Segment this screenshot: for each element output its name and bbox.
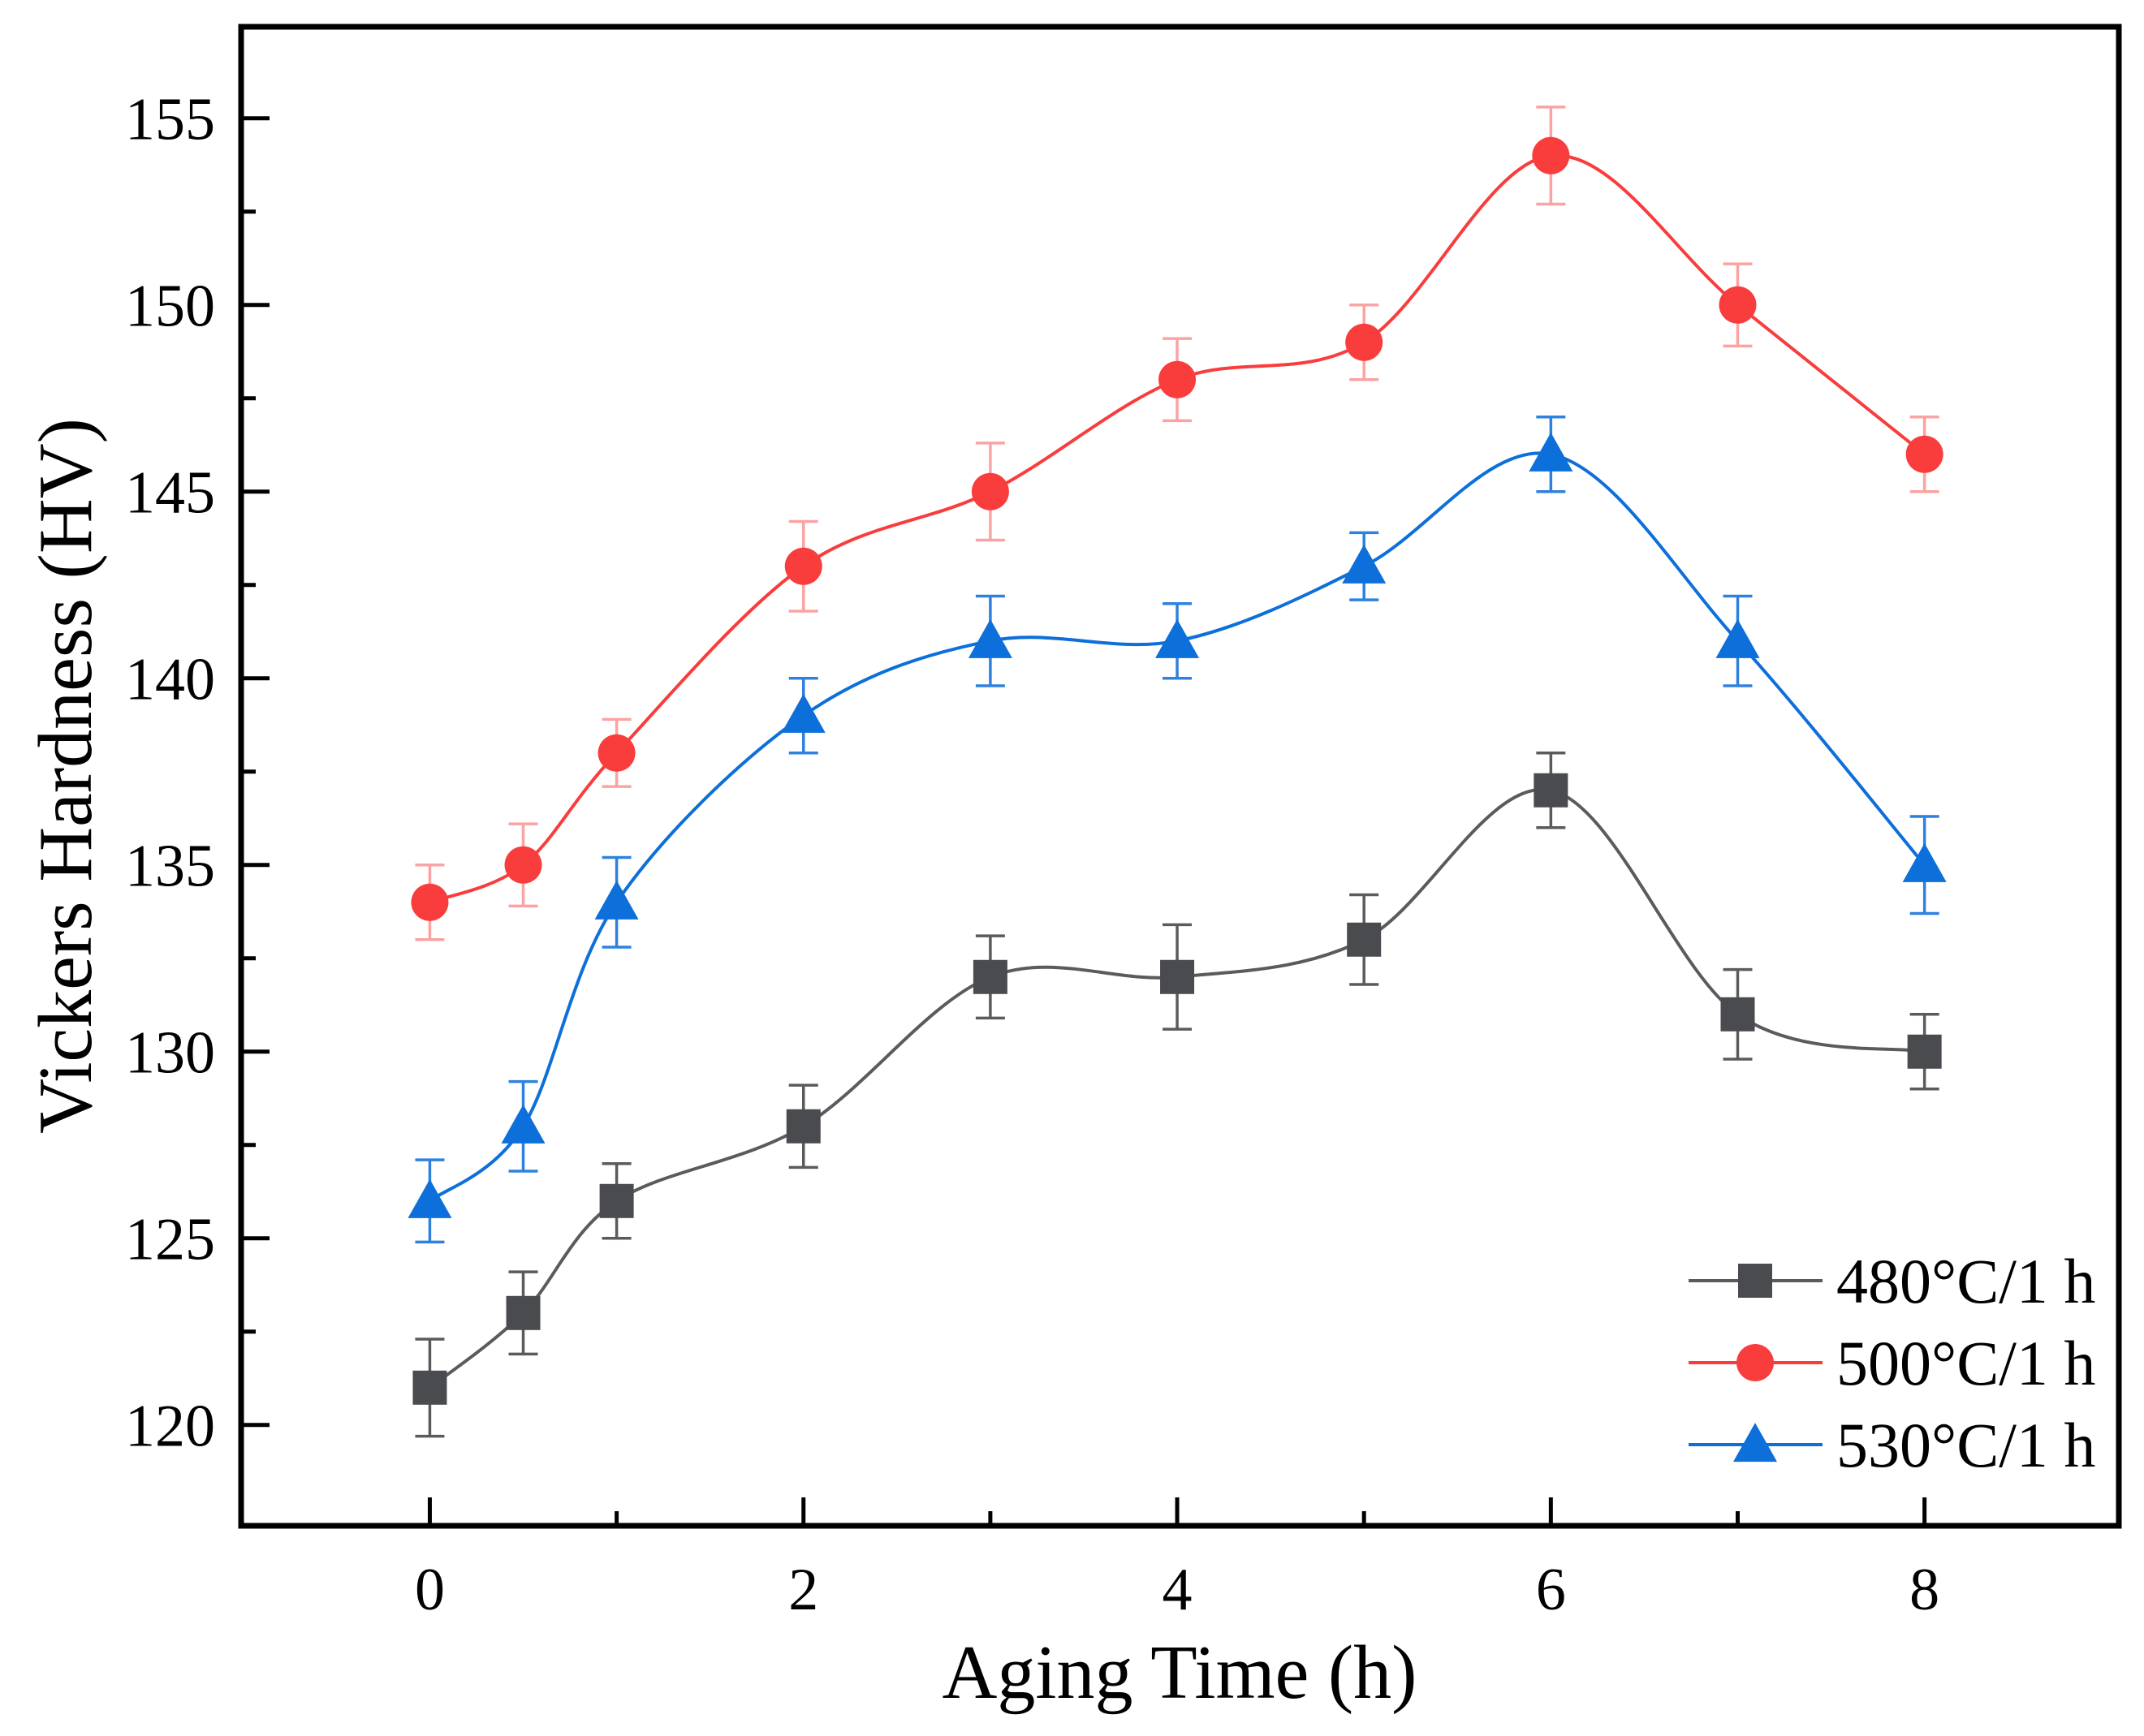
legend-label: 530°C/1 h <box>1836 1410 2095 1480</box>
legend-item: 500°C/1 h <box>1689 1328 2095 1398</box>
square-marker <box>1160 959 1195 994</box>
series-1 <box>412 751 1942 1438</box>
circle-marker <box>504 846 542 884</box>
triangle-marker <box>501 1104 546 1144</box>
square-marker <box>1347 922 1382 957</box>
circle-marker <box>1158 360 1197 398</box>
series-3 <box>408 415 1947 1244</box>
circle-marker <box>1719 286 1757 324</box>
circle-marker <box>597 734 636 772</box>
y-tick-label: 150 <box>125 274 215 340</box>
legend-item: 480°C/1 h <box>1689 1246 2095 1316</box>
plot-area: 120 125 130 135 140 145 150 155 0 2 4 6 8 480°C/1 h 50… <box>125 24 2122 1623</box>
legend-label: 500°C/1 h <box>1836 1328 2095 1398</box>
y-tick-label: 145 <box>125 460 215 527</box>
triangle-marker <box>1529 432 1573 472</box>
triangle-marker <box>1342 544 1387 584</box>
x-tick-label: 0 <box>415 1557 445 1623</box>
x-axis-title: Aging Time (h) <box>943 1630 1417 1715</box>
triangle-marker <box>1715 618 1760 658</box>
y-axis-title: Vickers Hardness (HV) <box>24 418 108 1134</box>
circle-marker <box>1532 136 1570 174</box>
series-markers <box>408 432 1947 1218</box>
legend-label: 480°C/1 h <box>1836 1246 2095 1316</box>
triangle-marker <box>408 1178 452 1218</box>
legend-square-marker <box>1738 1264 1772 1298</box>
series-line <box>429 153 1926 904</box>
series-line <box>429 451 1926 1203</box>
square-marker <box>599 1183 634 1218</box>
triangle-marker <box>1155 618 1200 658</box>
y-tick-label: 125 <box>125 1207 215 1273</box>
x-tick-label: 8 <box>1909 1557 1939 1623</box>
series-markers <box>411 136 1943 921</box>
circle-marker <box>411 883 449 921</box>
square-marker <box>973 959 1007 994</box>
series-line <box>429 787 1925 1389</box>
series-2 <box>411 106 1943 941</box>
square-marker <box>506 1295 541 1330</box>
circle-marker <box>784 547 822 585</box>
square-marker <box>786 1109 821 1144</box>
legend: 480°C/1 h 500°C/1 h 530°C/1 h <box>1689 1246 2095 1480</box>
legend-item: 530°C/1 h <box>1689 1410 2095 1480</box>
circle-marker <box>1905 435 1943 473</box>
square-marker <box>412 1370 447 1405</box>
y-tick-label: 135 <box>125 834 215 900</box>
circle-marker <box>1345 323 1383 361</box>
circle-marker <box>971 472 1009 510</box>
triangle-marker <box>1902 842 1947 882</box>
x-tick-label: 4 <box>1163 1557 1193 1623</box>
series-errorbars <box>415 751 1939 1438</box>
series-errorbars <box>415 415 1939 1244</box>
series-errorbars <box>415 106 1939 941</box>
square-marker <box>1907 1034 1942 1069</box>
square-marker <box>1720 997 1755 1032</box>
plot-frame <box>238 24 2122 1529</box>
triangle-marker <box>781 693 826 733</box>
legend-triangle-marker <box>1733 1423 1777 1462</box>
y-tick-label: 120 <box>125 1394 215 1460</box>
y-tick-label: 155 <box>125 87 215 153</box>
y-tick-label: 130 <box>125 1020 215 1087</box>
x-tick-label: 6 <box>1536 1557 1566 1623</box>
x-tick-label: 2 <box>788 1557 818 1623</box>
y-tick-label: 140 <box>125 647 215 713</box>
series-markers <box>412 773 1942 1405</box>
square-marker <box>1534 773 1568 808</box>
triangle-marker <box>594 880 639 920</box>
triangle-marker <box>968 618 1012 658</box>
legend-circle-marker <box>1736 1344 1774 1381</box>
